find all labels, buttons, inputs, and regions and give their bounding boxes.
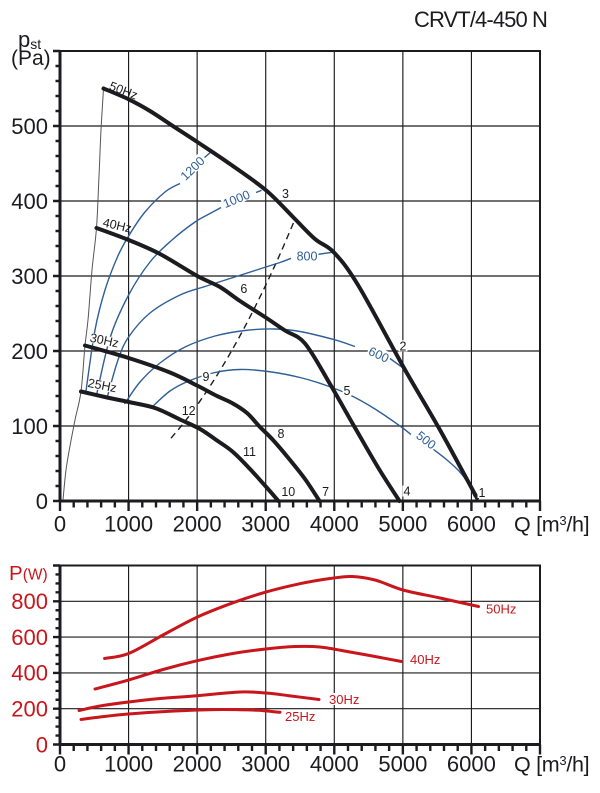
svg-text:0: 0 bbox=[36, 489, 48, 514]
svg-text:3000: 3000 bbox=[241, 752, 290, 777]
svg-text:7: 7 bbox=[322, 485, 329, 499]
svg-text:400: 400 bbox=[11, 189, 48, 214]
svg-text:50Hz: 50Hz bbox=[486, 602, 516, 617]
svg-text:800: 800 bbox=[297, 250, 318, 264]
svg-text:5: 5 bbox=[344, 384, 351, 398]
svg-text:9: 9 bbox=[203, 370, 210, 384]
svg-text:5000: 5000 bbox=[378, 752, 427, 777]
svg-text:2000: 2000 bbox=[173, 752, 222, 777]
svg-text:10: 10 bbox=[281, 485, 295, 499]
svg-text:11: 11 bbox=[243, 445, 256, 459]
svg-text:2000: 2000 bbox=[173, 512, 222, 537]
svg-text:3000: 3000 bbox=[241, 512, 290, 537]
svg-text:3: 3 bbox=[282, 187, 289, 201]
svg-text:Q [m3/h]: Q [m3/h] bbox=[514, 513, 589, 537]
svg-text:1000: 1000 bbox=[104, 752, 153, 777]
svg-text:600: 600 bbox=[11, 625, 48, 650]
svg-text:8: 8 bbox=[278, 427, 285, 441]
svg-text:6: 6 bbox=[240, 282, 247, 296]
svg-text:200: 200 bbox=[11, 697, 48, 722]
svg-text:4: 4 bbox=[404, 485, 411, 499]
svg-text:1: 1 bbox=[479, 486, 486, 500]
svg-text:6000: 6000 bbox=[447, 512, 496, 537]
svg-text:40Hz: 40Hz bbox=[410, 652, 440, 667]
svg-text:(Pa): (Pa) bbox=[11, 47, 51, 70]
svg-text:30Hz: 30Hz bbox=[89, 331, 120, 351]
svg-text:CRVT/4-450 N: CRVT/4-450 N bbox=[414, 7, 547, 32]
svg-text:P(W): P(W) bbox=[9, 562, 48, 585]
svg-text:300: 300 bbox=[11, 264, 48, 289]
svg-text:1000: 1000 bbox=[104, 512, 153, 537]
svg-text:25Hz: 25Hz bbox=[87, 376, 118, 395]
svg-text:0: 0 bbox=[54, 752, 66, 777]
svg-text:40Hz: 40Hz bbox=[101, 215, 133, 235]
svg-text:Q [m3/h]: Q [m3/h] bbox=[514, 753, 589, 777]
svg-text:2: 2 bbox=[400, 339, 407, 353]
svg-text:800: 800 bbox=[11, 589, 48, 614]
svg-text:400: 400 bbox=[11, 661, 48, 686]
svg-text:500: 500 bbox=[11, 114, 48, 139]
svg-text:4000: 4000 bbox=[310, 512, 359, 537]
svg-text:100: 100 bbox=[11, 414, 48, 439]
svg-text:0: 0 bbox=[36, 732, 48, 757]
svg-text:25Hz: 25Hz bbox=[285, 709, 315, 724]
svg-text:200: 200 bbox=[11, 339, 48, 364]
svg-text:0: 0 bbox=[54, 512, 66, 537]
svg-text:12: 12 bbox=[182, 404, 196, 418]
svg-text:6000: 6000 bbox=[447, 752, 496, 777]
svg-text:4000: 4000 bbox=[310, 752, 359, 777]
svg-text:5000: 5000 bbox=[378, 512, 427, 537]
svg-text:30Hz: 30Hz bbox=[329, 692, 359, 707]
